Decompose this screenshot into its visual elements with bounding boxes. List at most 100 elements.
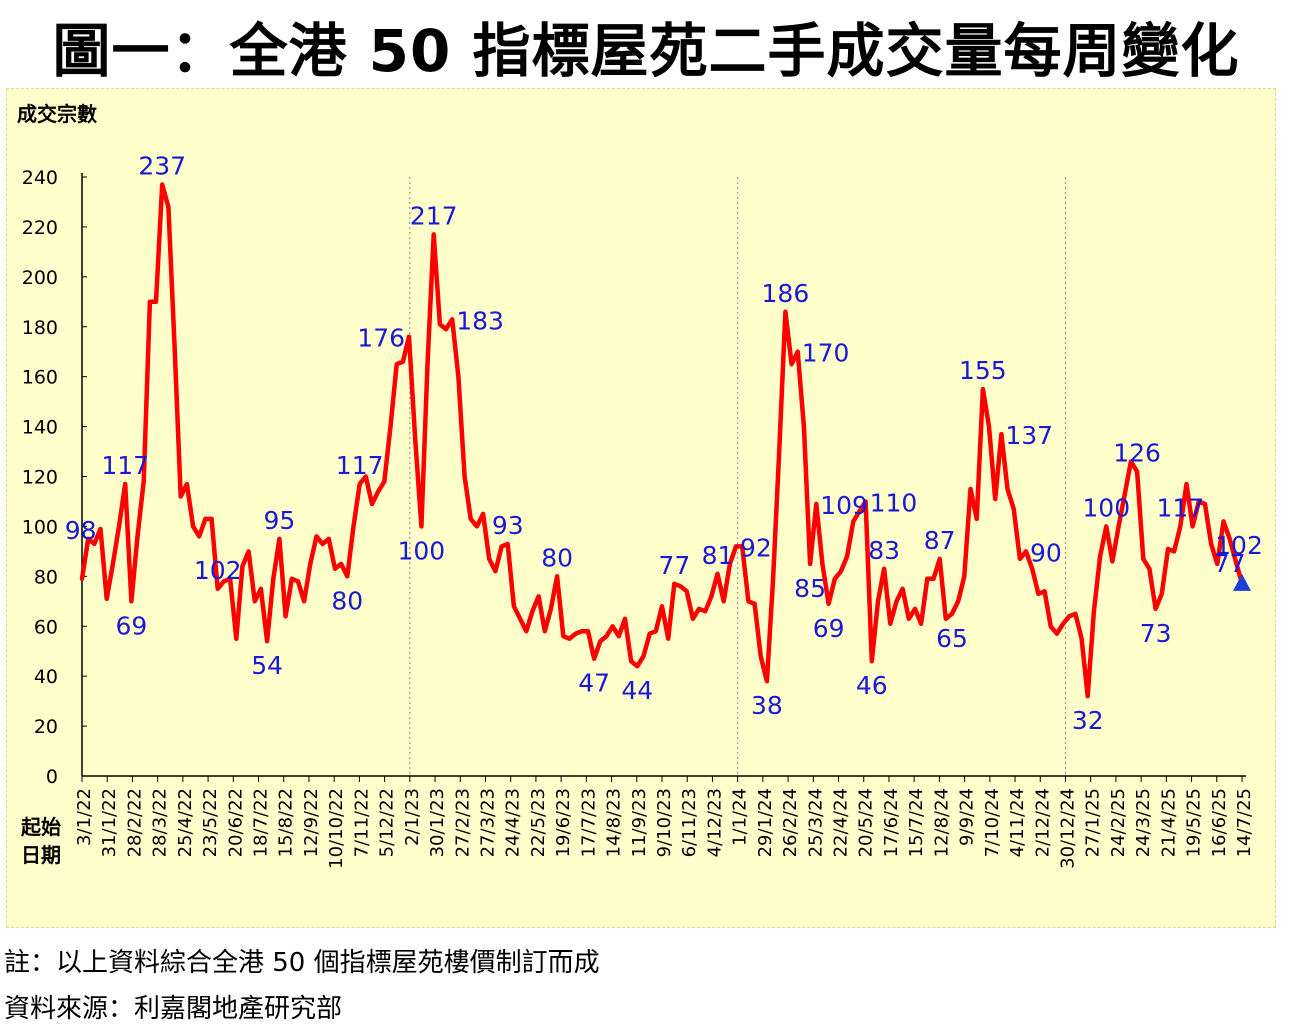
x-tick-label: 23/5/22 — [200, 788, 221, 857]
data-label: 100 — [1082, 493, 1130, 522]
x-tick-label: 28/2/22 — [124, 788, 145, 857]
data-label: 237 — [138, 151, 186, 180]
data-label: 46 — [856, 671, 888, 700]
x-tick-label: 18/7/22 — [251, 788, 272, 857]
data-label: 117 — [336, 451, 384, 480]
x-tick-label: 26/2/24 — [780, 788, 801, 857]
x-tick-label: 4/12/23 — [704, 788, 725, 857]
y-tick-label: 160 — [22, 367, 58, 389]
x-tick-label: 24/4/23 — [503, 788, 524, 857]
data-label: 176 — [357, 324, 405, 353]
x-tick-label: 22/4/24 — [831, 788, 852, 857]
data-label: 81 — [702, 541, 734, 570]
chart-title: 圖一：全港 50 指標屋苑二手成交量每周變化 — [52, 17, 1240, 85]
data-label: 38 — [751, 691, 783, 720]
data-label: 102 — [1215, 531, 1263, 560]
x-tick-label: 14/7/25 — [1234, 788, 1255, 857]
y-tick-label: 40 — [34, 666, 58, 688]
data-label: 155 — [959, 356, 1007, 385]
x-tick-label: 16/6/25 — [1209, 788, 1230, 857]
data-label: 102 — [194, 556, 242, 585]
data-label: 117 — [101, 451, 149, 480]
x-tick-label: 9/9/24 — [957, 788, 978, 846]
data-label: 69 — [813, 614, 845, 643]
data-label: 183 — [456, 306, 504, 335]
x-tick-label: 12/9/22 — [301, 788, 322, 857]
data-label: 117 — [1156, 493, 1204, 522]
y-tick-label: 100 — [22, 516, 58, 538]
x-tick-label: 3/1/22 — [74, 788, 95, 846]
x-tick-label: 25/4/22 — [175, 788, 196, 857]
y-tick-label: 220 — [22, 217, 58, 239]
x-tick-label: 31/1/22 — [99, 788, 120, 857]
y-tick-label: 240 — [22, 167, 58, 189]
x-tick-label: 27/2/23 — [452, 788, 473, 857]
data-label: 85 — [794, 574, 826, 603]
y-tick-label: 200 — [22, 267, 58, 289]
x-tick-label: 27/3/23 — [477, 788, 498, 857]
data-label: 77 — [658, 551, 690, 580]
source-note: 資料來源：利嘉閣地產研究部 — [4, 994, 343, 1024]
x-tick-label: 9/10/23 — [654, 788, 675, 857]
y-tick-label: 20 — [34, 716, 58, 738]
y-tick-label: 120 — [22, 467, 58, 489]
data-label: 110 — [870, 488, 918, 517]
x-tick-label: 12/8/24 — [931, 788, 952, 857]
x-tick-label: 19/6/23 — [553, 788, 574, 857]
data-label: 73 — [1140, 619, 1172, 648]
x-tick-label: 27/1/25 — [1083, 788, 1104, 857]
data-label: 65 — [936, 624, 968, 653]
y-tick-label: 180 — [22, 317, 58, 339]
x-axis-title-line2: 日期 — [21, 843, 61, 867]
y-tick-label: 0 — [46, 766, 58, 788]
data-label: 186 — [762, 279, 810, 308]
x-axis-title-line1: 起始 — [20, 815, 61, 839]
x-tick-label: 17/7/23 — [578, 788, 599, 857]
y-tick-label: 80 — [34, 566, 58, 588]
data-label: 98 — [65, 516, 97, 545]
line-chart: 0 20 40 60 80 100 120 140 160 180 200 220 240 成交宗數 3/1… — [17, 102, 1263, 869]
data-label: 77 — [1214, 549, 1246, 578]
x-tick-label: 6/11/23 — [679, 788, 700, 857]
chart-panel: 0 20 40 60 80 100 120 140 160 180 200 220 240 成交宗數 3/1… — [6, 88, 1276, 928]
x-tick-label: 11/9/23 — [629, 788, 650, 857]
x-tick-label: 20/6/22 — [225, 788, 246, 857]
data-label: 44 — [621, 676, 653, 705]
data-label: 92 — [740, 533, 772, 562]
y-axis-title: 成交宗數 — [17, 102, 97, 126]
data-label: 109 — [820, 491, 868, 520]
x-tick-label: 1/1/24 — [730, 788, 751, 846]
data-label: 47 — [578, 669, 610, 698]
data-label: 80 — [541, 543, 573, 572]
x-tick-label: 30/1/23 — [427, 788, 448, 857]
data-label: 217 — [410, 201, 458, 230]
data-label: 54 — [251, 651, 283, 680]
x-tick-label: 2/1/23 — [402, 788, 423, 846]
y-tick-label: 140 — [22, 417, 58, 439]
data-label: 170 — [802, 339, 850, 368]
data-label: 100 — [398, 536, 446, 565]
data-label: 32 — [1072, 706, 1104, 735]
x-tick-label: 28/3/22 — [150, 788, 171, 857]
data-label: 126 — [1113, 439, 1161, 468]
x-tick-label: 10/10/22 — [326, 788, 347, 869]
x-tick-label: 2/12/24 — [1032, 788, 1053, 857]
x-tick-label: 24/3/25 — [1133, 788, 1154, 857]
x-tick-label: 29/1/24 — [755, 788, 776, 857]
data-label: 90 — [1030, 538, 1062, 567]
footnote: 註：以上資料綜合全港 50 個指標屋苑樓價制訂而成 — [4, 948, 600, 978]
x-tick-label: 25/3/24 — [805, 788, 826, 857]
x-tick-label: 14/8/23 — [604, 788, 625, 857]
x-tick-label: 21/4/25 — [1158, 788, 1179, 857]
x-tick-label: 24/2/25 — [1108, 788, 1129, 857]
x-tick-label: 19/5/25 — [1184, 788, 1205, 857]
x-tick-label: 30/12/24 — [1057, 788, 1078, 869]
data-label: 95 — [264, 506, 296, 535]
data-label: 69 — [115, 611, 147, 640]
x-tick-label: 22/5/23 — [528, 788, 549, 857]
x-tick-label: 15/7/24 — [906, 788, 927, 857]
data-label: 137 — [1005, 421, 1053, 450]
x-tick-label: 20/5/24 — [856, 788, 877, 857]
y-tick-label: 60 — [34, 616, 58, 638]
data-label: 93 — [492, 511, 524, 540]
